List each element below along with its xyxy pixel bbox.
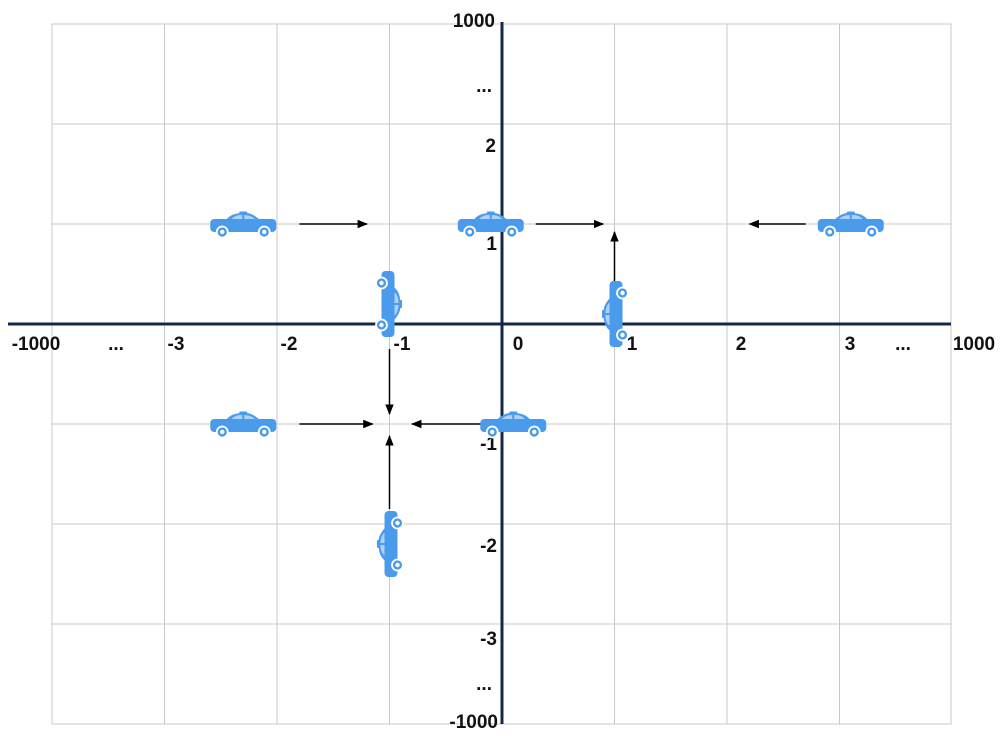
y-tick-label: -3: [480, 629, 497, 650]
y-tick-label: -1000: [449, 712, 498, 733]
x-tick-label: -3: [168, 334, 185, 355]
y-tick-label: 1: [486, 234, 497, 255]
x-tick-label: 1000: [953, 334, 995, 355]
direction-arrows: [299, 219, 806, 509]
y-axis-labels: 1000 ... 2 1 -1 -2 -3 ... -1000: [449, 11, 498, 733]
x-tick-label: ...: [895, 334, 911, 355]
x-tick-label: 0: [513, 334, 524, 355]
taxi-car-icon: [816, 210, 885, 239]
x-tick-label: -2: [281, 334, 298, 355]
x-tick-label: 3: [845, 334, 856, 355]
cars: [209, 210, 885, 578]
y-tick-label: ...: [476, 76, 492, 97]
y-tick-label: 1000: [453, 11, 495, 32]
y-tick-label: 2: [485, 136, 496, 157]
x-axis-labels: -1000 ... -3 -2 -1 0 1 2 3 ... 1000: [12, 334, 995, 355]
y-tick-label: ...: [476, 674, 492, 695]
y-tick-label: -1: [480, 434, 497, 455]
taxi-car-icon: [479, 410, 548, 439]
taxi-car-icon: [375, 270, 403, 338]
x-tick-label: -1: [394, 334, 411, 355]
x-tick-label: 2: [736, 334, 747, 355]
taxi-car-icon: [209, 210, 278, 239]
x-tick-label: ...: [108, 334, 124, 355]
taxi-car-icon: [209, 410, 278, 439]
x-tick-label: 1: [627, 334, 638, 355]
taxi-car-icon: [376, 510, 404, 578]
taxi-car-icon: [601, 280, 629, 348]
x-tick-label: -1000: [12, 334, 61, 355]
y-tick-label: -2: [480, 536, 497, 557]
